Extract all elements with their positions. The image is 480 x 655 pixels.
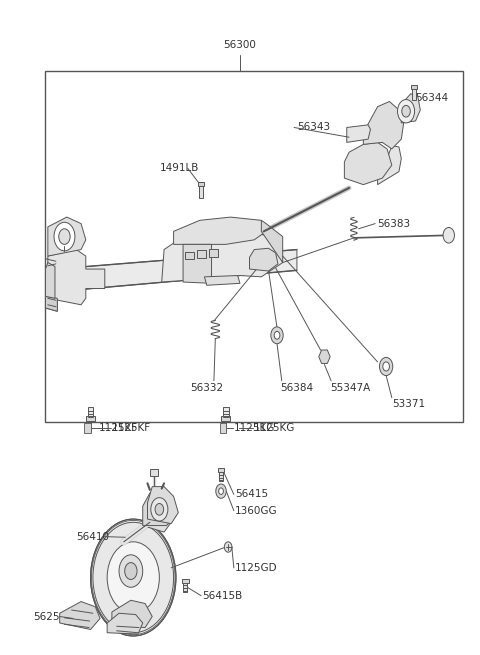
Polygon shape: [250, 248, 278, 271]
Polygon shape: [46, 296, 57, 311]
Polygon shape: [162, 230, 283, 282]
Text: 56332: 56332: [190, 383, 223, 393]
Circle shape: [91, 519, 176, 636]
Text: 1125KG: 1125KG: [254, 423, 296, 433]
Bar: [199, 186, 203, 198]
Polygon shape: [55, 250, 297, 291]
Text: 1125KF: 1125KF: [98, 423, 138, 433]
Circle shape: [119, 555, 143, 588]
Circle shape: [402, 105, 410, 117]
Text: 56344: 56344: [416, 93, 449, 103]
Text: 1125GD: 1125GD: [235, 563, 278, 572]
Polygon shape: [344, 142, 392, 185]
Bar: [183, 582, 187, 592]
Text: 56383: 56383: [378, 219, 411, 229]
Bar: [46, 71, 463, 422]
Bar: [219, 423, 226, 434]
Text: 56415B: 56415B: [202, 591, 242, 601]
Text: 1125KG: 1125KG: [234, 423, 275, 433]
Bar: [88, 407, 94, 419]
Polygon shape: [143, 490, 176, 525]
Circle shape: [125, 563, 137, 580]
Polygon shape: [319, 350, 330, 364]
Polygon shape: [143, 510, 171, 532]
Polygon shape: [112, 600, 152, 627]
Polygon shape: [261, 220, 283, 263]
Text: 55347A: 55347A: [330, 383, 371, 393]
Bar: [197, 250, 206, 258]
Text: 1491LB: 1491LB: [159, 163, 199, 174]
Circle shape: [397, 100, 415, 123]
Bar: [223, 407, 228, 419]
Polygon shape: [60, 601, 100, 629]
Text: 56410: 56410: [76, 532, 109, 542]
Bar: [84, 423, 91, 434]
Text: 56343: 56343: [297, 122, 330, 132]
Bar: [219, 471, 223, 481]
Bar: [150, 469, 158, 476]
Circle shape: [54, 222, 75, 251]
Text: 56250A: 56250A: [34, 612, 74, 622]
Bar: [185, 252, 194, 259]
Circle shape: [151, 498, 168, 521]
Text: 1125KF: 1125KF: [112, 423, 151, 433]
Bar: [198, 182, 204, 186]
Circle shape: [383, 362, 389, 371]
Polygon shape: [48, 217, 86, 256]
Polygon shape: [347, 125, 371, 142]
Circle shape: [93, 522, 174, 633]
Text: 56415: 56415: [235, 489, 268, 499]
Polygon shape: [183, 244, 212, 284]
Circle shape: [271, 327, 283, 344]
Text: 1360GG: 1360GG: [235, 506, 278, 515]
Bar: [218, 468, 224, 472]
Text: 56384: 56384: [280, 383, 313, 393]
Bar: [209, 249, 218, 257]
Bar: [411, 85, 417, 88]
Bar: [181, 580, 189, 583]
Bar: [412, 87, 416, 100]
Text: 56300: 56300: [224, 39, 256, 50]
Polygon shape: [401, 94, 420, 123]
Polygon shape: [204, 276, 240, 286]
Polygon shape: [363, 102, 404, 149]
Circle shape: [107, 542, 159, 613]
Circle shape: [219, 488, 223, 495]
Circle shape: [155, 504, 164, 515]
Circle shape: [443, 227, 455, 243]
Bar: [221, 417, 230, 421]
Polygon shape: [46, 263, 55, 298]
Polygon shape: [46, 256, 57, 311]
Polygon shape: [48, 250, 105, 305]
Circle shape: [224, 542, 232, 552]
Polygon shape: [174, 217, 266, 244]
Polygon shape: [107, 613, 143, 634]
Circle shape: [59, 229, 70, 244]
Circle shape: [274, 331, 280, 339]
Polygon shape: [378, 145, 401, 185]
Circle shape: [380, 358, 393, 375]
Circle shape: [216, 484, 226, 498]
Polygon shape: [147, 487, 179, 523]
Text: 53371: 53371: [392, 399, 425, 409]
Bar: [86, 417, 95, 421]
